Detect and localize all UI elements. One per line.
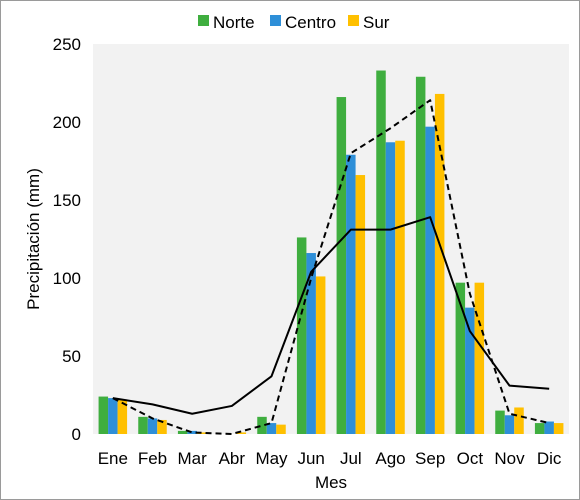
bar-norte-ene (98, 396, 109, 434)
y-tick-label: 50 (62, 347, 81, 366)
legend-swatch-norte (198, 15, 209, 26)
legend-label-norte: Norte (213, 13, 255, 32)
bar-norte-oct (455, 282, 466, 434)
plot-area (93, 44, 569, 434)
x-tick-label: Ago (375, 449, 405, 468)
y-tick-label: 0 (72, 425, 81, 444)
x-tick-label: Dic (537, 449, 562, 468)
legend-label-sur: Sur (363, 13, 390, 32)
y-tick-label: 100 (53, 269, 81, 288)
x-axis-title: Mes (315, 473, 347, 492)
x-tick-label: May (255, 449, 288, 468)
bar-sur-abr (236, 432, 247, 434)
bar-centro-ago (385, 142, 396, 434)
x-tick-label: Jul (340, 449, 362, 468)
bar-norte-nov (495, 410, 505, 434)
y-axis-title: Precipitación (mm) (24, 168, 43, 310)
legend-swatch-centro (270, 15, 281, 26)
bar-centro-nov (504, 415, 515, 434)
bar-sur-nov (514, 407, 524, 434)
bar-centro-mar (187, 430, 197, 434)
bar-sur-oct (474, 282, 485, 434)
bar-centro-dic (544, 421, 554, 434)
bar-sur-feb (157, 419, 167, 434)
bar-norte-may (257, 416, 267, 434)
bar-centro-oct (465, 307, 475, 434)
bar-norte-ago (376, 70, 386, 435)
bar-sur-ene (117, 399, 128, 434)
x-tick-label: Oct (457, 449, 484, 468)
bar-sur-jul (355, 175, 366, 435)
bar-norte-jun (296, 237, 307, 434)
bar-norte-feb (138, 416, 148, 434)
bar-centro-may (266, 423, 277, 434)
bar-norte-dic (534, 423, 545, 434)
bar-centro-jun (306, 253, 316, 434)
bar-sur-jun (315, 276, 326, 434)
line-series-solid (112, 216, 550, 415)
x-tick-label: Feb (138, 449, 167, 468)
bar-sur-mar (196, 432, 207, 434)
x-tick-label: Abr (219, 449, 246, 468)
bar-centro-jul (346, 154, 356, 434)
bar-centro-sep (425, 126, 435, 435)
x-tick-label: Mar (178, 449, 208, 468)
x-tick-label: Jun (297, 449, 324, 468)
y-tick-label: 250 (53, 35, 81, 54)
y-tick-label: 200 (53, 113, 81, 132)
x-tick-label: Sep (415, 449, 445, 468)
bar-centro-feb (147, 418, 158, 434)
bar-norte-jul (336, 97, 347, 434)
bar-sur-may (276, 424, 286, 434)
x-tick-label: Ene (98, 449, 128, 468)
bar-sur-dic (553, 423, 564, 434)
legend-swatch-sur (348, 15, 359, 26)
bar-norte-mar (177, 430, 188, 434)
y-tick-label: 150 (53, 191, 81, 210)
bar-centro-ene (108, 398, 118, 434)
bar-norte-sep (415, 76, 426, 434)
x-tick-label: Nov (494, 449, 525, 468)
bar-sur-ago (395, 140, 405, 434)
legend-label-centro: Centro (285, 13, 336, 32)
line-series-dashed (112, 99, 550, 435)
bar-sur-sep (434, 93, 445, 435)
